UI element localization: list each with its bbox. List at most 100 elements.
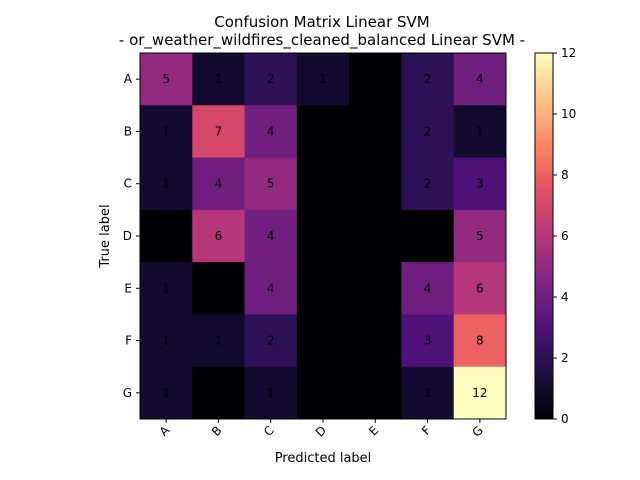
cell-value-label: 0 — [371, 281, 379, 295]
heatmap-cell — [296, 209, 350, 263]
heatmap-cell — [244, 209, 298, 263]
cell-value-label: 0 — [319, 229, 327, 243]
heatmap-cell — [192, 209, 246, 263]
cell-value-label: 0 — [371, 386, 379, 400]
cell-value-label: 0 — [424, 229, 432, 243]
cell-value-label: 2 — [267, 334, 275, 348]
heatmap-cell — [401, 209, 455, 263]
heatmap-cell — [453, 314, 507, 368]
heatmap-cell — [244, 314, 298, 368]
heatmap-cell — [192, 262, 246, 315]
heatmap-cell — [453, 262, 507, 315]
heatmap-cell — [244, 366, 298, 420]
heatmap-cell — [296, 53, 350, 106]
cell-value-label: 1 — [267, 386, 275, 400]
cell-value-label: 6 — [215, 229, 223, 243]
cell-value-label: 7 — [215, 124, 223, 138]
chart-title: Confusion Matrix Linear SVM — [214, 13, 430, 31]
cell-value-label: 1 — [162, 334, 170, 348]
cell-value-label: 0 — [319, 281, 327, 295]
heatmap-cell — [296, 105, 350, 159]
heatmap-cell — [453, 209, 507, 263]
cell-value-label: 12 — [472, 386, 487, 400]
y-tick-label: F — [125, 334, 132, 348]
heatmap-cell — [349, 53, 402, 106]
cell-value-label: 2 — [424, 124, 432, 138]
heatmap-cell — [140, 366, 193, 420]
heatmap-cell — [453, 53, 507, 106]
heatmap-cell — [140, 209, 193, 263]
heatmap-cell — [453, 157, 507, 211]
heatmap-cell — [244, 157, 298, 211]
cell-value-label: 1 — [215, 72, 223, 86]
colorbar-tick-label: 10 — [561, 107, 576, 121]
heatmap-cell — [453, 366, 507, 420]
cell-value-label: 1 — [162, 281, 170, 295]
heatmap-cell — [140, 53, 193, 106]
cell-value-label: 1 — [424, 386, 432, 400]
cell-value-label: 1 — [476, 124, 484, 138]
y-tick-label: B — [124, 124, 132, 138]
colorbar-ticks: 0 2 4 6 8 10 12 — [553, 46, 576, 426]
cell-value-label: 4 — [267, 229, 275, 243]
heatmap-cell — [401, 366, 455, 420]
x-tick-label: D — [313, 423, 329, 439]
heatmap-cell — [192, 366, 246, 420]
cell-value-label: 2 — [424, 72, 432, 86]
heatmap-cell — [192, 157, 246, 211]
x-tick-label: A — [157, 423, 173, 439]
cell-value-label: 0 — [215, 386, 223, 400]
cell-value-label: 1 — [215, 334, 223, 348]
heatmap-cell — [296, 262, 350, 315]
x-tick-label: B — [209, 423, 225, 439]
heatmap-cell — [401, 53, 455, 106]
heatmap-cell — [244, 53, 298, 106]
cell-value-label: 2 — [267, 72, 275, 86]
colorbar-tick-label: 6 — [561, 229, 569, 243]
heatmap-cell — [192, 105, 246, 159]
y-tick-label: C — [124, 177, 132, 191]
heatmap-cell — [349, 262, 402, 315]
x-axis-label: Predicted label — [275, 451, 372, 466]
heatmap-cell — [401, 262, 455, 315]
heatmap-cell — [401, 105, 455, 159]
cell-value-label: 1 — [162, 386, 170, 400]
cell-value-label: 0 — [319, 124, 327, 138]
cell-value-label: 0 — [319, 334, 327, 348]
colorbar — [534, 52, 554, 420]
heatmap-cell — [401, 314, 455, 368]
heatmap-cell — [401, 157, 455, 211]
colorbar-tick-label: 12 — [561, 46, 576, 60]
x-tick-label: C — [261, 423, 277, 439]
colorbar-tick-label: 4 — [561, 290, 569, 304]
cell-value-label: 0 — [371, 72, 379, 86]
cell-value-label: 0 — [371, 334, 379, 348]
cell-value-label: 0 — [319, 177, 327, 191]
heatmap-cell — [140, 314, 193, 368]
cell-value-label: 0 — [371, 229, 379, 243]
cell-value-label: 0 — [162, 229, 170, 243]
x-tick-label: E — [366, 423, 381, 438]
heatmap-cell — [349, 314, 402, 368]
cell-value-label: 6 — [476, 281, 484, 295]
cell-value-label: 3 — [424, 334, 432, 348]
cell-value-label: 0 — [371, 124, 379, 138]
cell-value-label: 0 — [371, 177, 379, 191]
heatmap-cell — [349, 105, 402, 159]
cell-value-label: 4 — [267, 281, 275, 295]
heatmap-cell — [192, 53, 246, 106]
colorbar-tick-label: 0 — [561, 412, 569, 426]
cell-value-label: 4 — [424, 281, 432, 295]
cell-value-label: 8 — [476, 334, 484, 348]
cell-value-label: 0 — [215, 281, 223, 295]
y-tick-label: E — [124, 281, 132, 295]
heatmap-cell — [140, 262, 193, 315]
cell-value-label: 2 — [424, 177, 432, 191]
heatmap-cell — [349, 157, 402, 211]
y-axis-label: True label — [98, 204, 113, 268]
heatmap-cell — [244, 105, 298, 159]
cell-value-label: 4 — [476, 72, 484, 86]
colorbar-tick-label: 2 — [561, 351, 569, 365]
cell-value-label: 1 — [162, 124, 170, 138]
